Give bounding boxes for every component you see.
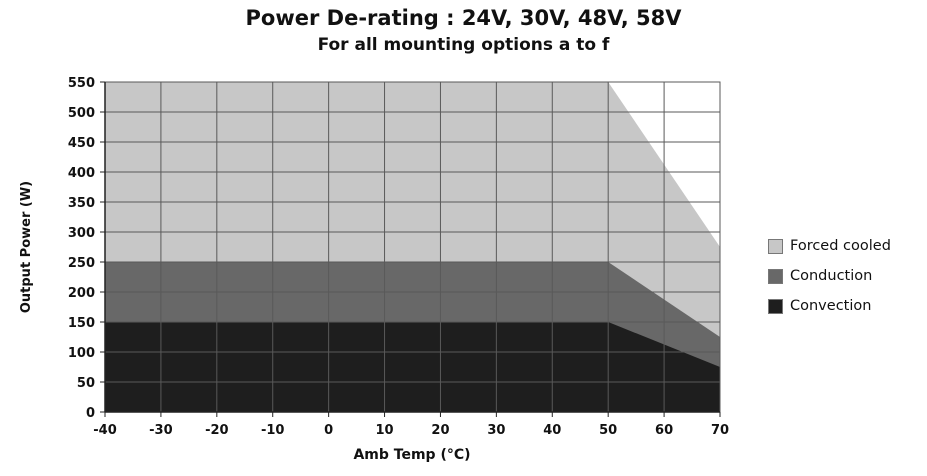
x-tick-label: 40 (543, 423, 561, 438)
x-tick-label: 10 (375, 423, 393, 438)
x-tick-label: 30 (487, 423, 505, 438)
y-tick-label: 0 (86, 406, 95, 421)
y-tick-label: 500 (68, 106, 95, 121)
legend-label: Convection (790, 298, 872, 314)
y-tick-label: 400 (68, 166, 95, 181)
area-convection (105, 322, 720, 412)
y-tick-label: 150 (68, 316, 95, 331)
legend-label: Conduction (790, 268, 873, 284)
x-tick-label: 50 (599, 423, 617, 438)
x-tick-label: 0 (324, 423, 333, 438)
legend-swatch (768, 268, 783, 284)
x-tick-label: -10 (261, 423, 285, 438)
legend-swatch (768, 298, 783, 314)
legend-item: Convection (768, 298, 891, 314)
chart-title: Power De-rating : 24V, 30V, 48V, 58V (245, 6, 682, 30)
y-axis-title: Output Power (W) (19, 181, 34, 313)
y-tick-label: 200 (68, 286, 95, 301)
chart-render-group: -40 -30 -20 -10 0 10 20 30 40 50 60 70 0 50 100 150 200 2… (68, 76, 729, 438)
y-tick-label: 350 (68, 196, 95, 211)
y-tick-label: 50 (77, 376, 95, 391)
legend-swatch (768, 238, 783, 254)
x-tick-label: -40 (93, 423, 117, 438)
x-tick-label: 20 (431, 423, 449, 438)
chart-subtitle: For all mounting options a to f (317, 35, 610, 55)
legend-item: Forced cooled (768, 238, 891, 254)
y-tick-label: 450 (68, 136, 95, 151)
y-tick-label: 300 (68, 226, 95, 241)
legend-item: Conduction (768, 268, 891, 284)
y-tick-label: 100 (68, 346, 95, 361)
legend-label: Forced cooled (790, 238, 891, 254)
x-tick-label: 60 (655, 423, 673, 438)
y-tick-label: 250 (68, 256, 95, 271)
legend: Forced cooled Conduction Convection (768, 238, 891, 314)
x-tick-label: -30 (149, 423, 173, 438)
y-tick-label: 550 (68, 76, 95, 91)
x-tick-label: -20 (205, 423, 229, 438)
x-axis-title: Amb Temp (°C) (353, 447, 470, 463)
x-tick-label: 70 (711, 423, 729, 438)
